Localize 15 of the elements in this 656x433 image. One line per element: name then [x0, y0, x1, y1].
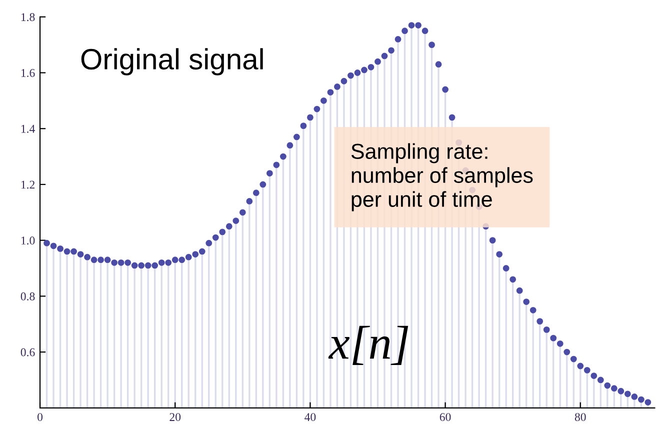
- y-tick-label: 0.6: [20, 348, 35, 356]
- annotation: Original signal: [81, 48, 263, 76]
- x-tick-label: 80: [574, 413, 586, 422]
- y-tick-label: 1.8: [21, 13, 35, 22]
- x-tick-label: 20: [170, 413, 181, 422]
- annotation: x[n]: [328, 326, 408, 365]
- y-tick-label: 1.0: [21, 236, 35, 245]
- y-tick-label: 1.2: [21, 180, 35, 189]
- y-tick-label: 1.6: [21, 69, 35, 78]
- x-tick-label: 60: [440, 413, 451, 422]
- annotation: Sampling rate: number of samples per unit of time: [351, 143, 533, 212]
- x-tick-label: 0: [38, 413, 43, 422]
- y-tick-label: 1.4: [21, 124, 35, 133]
- y-tick-label: 0.8: [20, 292, 35, 300]
- x-tick-label: 40: [304, 413, 316, 422]
